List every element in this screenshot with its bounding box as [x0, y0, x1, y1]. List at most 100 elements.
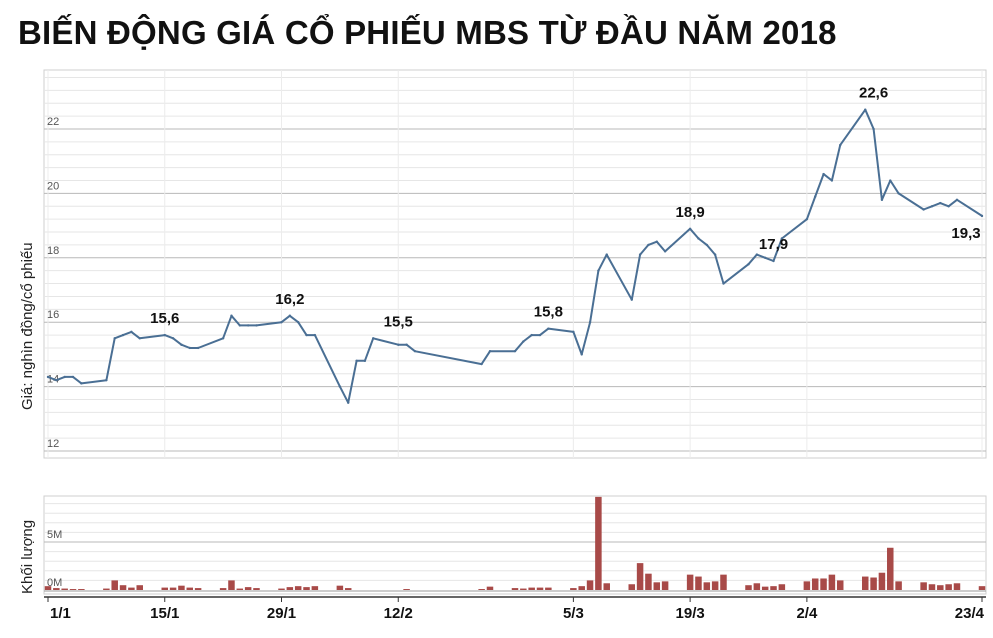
volume-y-tick-label: 5M: [47, 529, 62, 541]
price-point: [889, 179, 892, 182]
price-point: [630, 298, 633, 301]
price-point: [255, 324, 258, 327]
price-point: [221, 337, 225, 340]
price-data-label: 22,6: [859, 85, 888, 102]
volume-bar: [294, 586, 302, 590]
volume-bar: [745, 585, 752, 590]
price-point: [397, 343, 400, 346]
price-point: [947, 205, 950, 208]
volume-bar: [770, 586, 777, 590]
price-point: [113, 337, 116, 340]
price-point: [313, 333, 317, 337]
price-y-tick-label: 20: [47, 180, 59, 192]
price-point: [955, 198, 959, 202]
volume-bar: [862, 576, 869, 590]
volume-bar: [578, 586, 585, 590]
price-data-label: 16,2: [275, 291, 304, 308]
volume-bar: [636, 563, 644, 590]
volume-bar: [703, 582, 711, 590]
volume-bar: [186, 587, 194, 590]
price-point: [755, 253, 759, 256]
volume-bar: [219, 588, 227, 590]
price-point: [413, 349, 417, 353]
volume-bar: [536, 587, 544, 590]
price-point: [763, 256, 767, 259]
volume-bar: [586, 580, 594, 590]
price-point: [572, 330, 575, 334]
price-point: [538, 333, 542, 337]
volume-bar: [286, 587, 294, 590]
price-series-line: [47, 108, 983, 404]
price-point: [897, 192, 900, 195]
price-point: [55, 378, 58, 382]
volume-bar: [761, 586, 769, 590]
x-tick-label: 2/4: [796, 605, 818, 622]
volume-bar: [828, 574, 836, 590]
price-point: [138, 337, 141, 340]
price-point: [647, 243, 650, 247]
price-point: [547, 327, 550, 330]
price-point: [405, 343, 408, 346]
price-y-tick-label: 12: [47, 438, 59, 450]
volume-bar: [511, 588, 519, 590]
price-point: [296, 321, 300, 324]
volume-bar: [545, 587, 552, 590]
volume-bar: [978, 586, 986, 590]
price-point: [722, 282, 725, 285]
volume-bar: [711, 581, 719, 590]
volume-bar: [194, 588, 202, 590]
volume-bar: [236, 588, 244, 590]
price-point: [580, 353, 583, 356]
volume-bar: [878, 572, 886, 590]
volume-bar: [61, 588, 68, 590]
price-point: [513, 349, 517, 353]
price-point: [588, 321, 592, 324]
volume-bar: [778, 584, 786, 590]
volume-y-tick-label: 0M: [47, 577, 62, 589]
volume-bar: [344, 588, 352, 590]
price-point: [814, 195, 817, 198]
volume-bar: [520, 588, 527, 590]
price-data-label: 15,5: [384, 313, 413, 330]
volume-bar: [53, 588, 60, 590]
price-point: [713, 253, 717, 256]
volume-plot-frame: [43, 495, 987, 595]
volume-bar: [653, 582, 661, 590]
price-data-label: 15,6: [150, 310, 179, 327]
price-point: [839, 143, 842, 147]
volume-bar: [528, 587, 535, 590]
volume-bar: [136, 585, 143, 590]
volume-bar: [486, 586, 494, 590]
price-point: [830, 179, 834, 182]
volume-bar: [661, 581, 669, 590]
price-point: [480, 362, 483, 366]
price-point: [939, 201, 942, 205]
price-point: [922, 208, 925, 211]
volume-bar: [595, 496, 602, 590]
volume-bar: [253, 588, 260, 590]
price-data-label: 19,3: [951, 225, 980, 242]
volume-bar: [311, 586, 319, 590]
volume-bar: [937, 585, 944, 590]
price-point: [196, 346, 200, 350]
price-point: [180, 343, 183, 346]
price-point: [697, 237, 700, 240]
price-point: [130, 330, 133, 334]
volume-bar: [278, 588, 285, 590]
price-point: [163, 333, 166, 337]
price-point: [822, 172, 825, 176]
volume-bar: [628, 584, 635, 590]
price-point: [488, 349, 492, 353]
price-data-label: 17,9: [759, 236, 788, 253]
price-point: [688, 227, 692, 231]
price-point: [288, 314, 292, 317]
volume-bar: [686, 574, 694, 590]
price-point: [864, 108, 867, 111]
chart-title: BIẾN ĐỘNG GIÁ CỔ PHIẾU MBS TỪ ĐẦU NĂM 20…: [18, 14, 837, 51]
volume-bar: [244, 587, 252, 590]
price-point: [363, 359, 367, 363]
volume-bar: [811, 578, 819, 590]
price-data-label: 15,8: [534, 304, 563, 321]
volume-bar: [645, 573, 652, 590]
volume-bar: [178, 585, 185, 590]
